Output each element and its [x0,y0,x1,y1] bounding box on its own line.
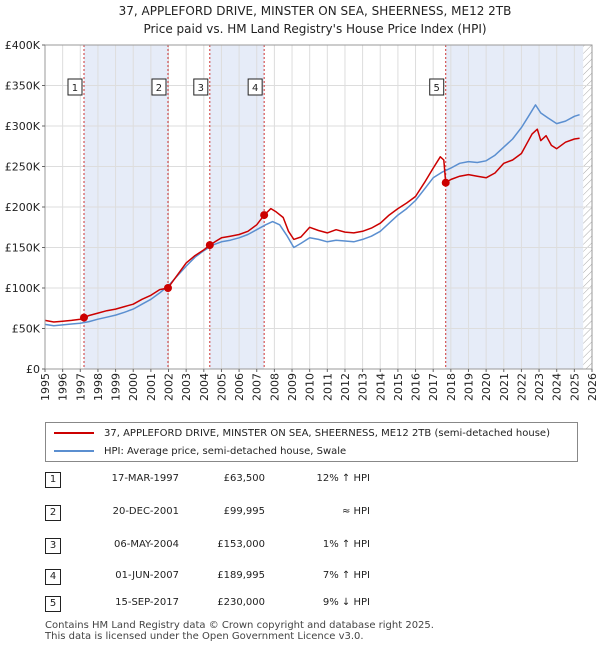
sale-label-number: 2 [156,83,162,94]
x-tick-label: 2016 [410,373,423,401]
legend-item-property: 37, APPLEFORD DRIVE, MINSTER ON SEA, SHE… [54,426,550,442]
x-tick-label: 1996 [57,373,70,401]
transaction-price: £189,995 [217,570,265,581]
transaction-price: £153,000 [217,539,265,550]
footer-line-1: Contains HM Land Registry data © Crown c… [45,620,434,631]
y-tick-label: £400K [5,39,41,52]
sale-label-box [247,78,263,96]
transaction-date: 01-JUN-2007 [115,570,179,581]
x-tick-label: 1998 [92,373,105,401]
transaction-date: 15-SEP-2017 [115,597,179,608]
sale-label-box [151,78,167,96]
x-tick-label: 2003 [180,373,193,401]
chart-title-block: 37, APPLEFORD DRIVE, MINSTER ON SEA, SHE… [0,2,600,38]
y-tick-label: £300K [5,120,41,133]
x-tick-label: 1997 [74,373,87,401]
footer-attribution: Contains HM Land Registry data © Crown c… [45,620,434,642]
sale-marker [79,313,88,322]
table-row: 4 01-JUN-2007 £189,995 7% ↑ HPI [45,569,445,587]
legend-swatch-hpi [54,450,94,452]
transaction-hpi: 12% ↑ HPI [316,473,370,484]
property-price-line [44,128,580,323]
x-tick-label: 2026 [586,373,599,401]
x-tick-label: 1999 [110,373,123,401]
transaction-date: 20-DEC-2001 [112,506,179,517]
x-tick-label: 2008 [268,373,281,401]
sale-label-number: 5 [434,83,440,94]
transaction-number: 1 [45,472,61,488]
transaction-hpi: 7% ↑ HPI [322,570,370,581]
sale-label-box [429,78,445,96]
chart-legend: 37, APPLEFORD DRIVE, MINSTER ON SEA, SHE… [45,422,578,462]
table-row: 3 06-MAY-2004 £153,000 1% ↑ HPI [45,538,445,556]
y-tick-label: £250K [5,161,41,174]
transaction-number: 4 [45,569,61,585]
chart-title: 37, APPLEFORD DRIVE, MINSTER ON SEA, SHE… [118,4,512,18]
transaction-number: 2 [45,505,61,521]
legend-swatch-property [54,432,94,434]
x-tick-label: 2009 [286,373,299,401]
x-tick-label: 2012 [339,373,352,401]
chart-subtitle: Price paid vs. HM Land Registry's House … [143,22,487,36]
transaction-price: £230,000 [217,597,265,608]
x-tick-label: 2005 [215,373,228,401]
sale-marker [205,241,214,250]
y-tick-label: £200K [5,201,41,214]
x-tick-label: 2011 [321,373,334,401]
legend-item-hpi: HPI: Average price, semi-detached house,… [54,444,346,460]
transaction-number: 3 [45,538,61,554]
x-tick-label: 2006 [233,373,246,401]
x-tick-label: 2004 [198,373,211,401]
sale-label-number: 4 [252,83,258,94]
x-tick-label: 2024 [551,373,564,401]
x-tick-label: 2013 [357,373,370,401]
sale-marker [163,284,172,293]
legend-label-hpi: HPI: Average price, semi-detached house,… [104,446,347,457]
x-tick-label: 2014 [374,373,387,401]
y-tick-label: £150K [5,242,41,255]
x-tick-label: 2022 [515,373,528,401]
sale-label-box [193,78,209,96]
x-tick-label: 2001 [145,373,158,401]
transaction-hpi: ≈ HPI [341,506,370,517]
x-tick-label: 2019 [462,373,475,401]
transaction-hpi: 9% ↓ HPI [322,597,370,608]
legend-label-property: 37, APPLEFORD DRIVE, MINSTER ON SEA, SHE… [104,428,550,439]
x-tick-label: 2021 [498,373,511,401]
price-chart: 1 2 3 4 5 £0 £50K £100K £150K £200K £250K £300K £35… [5,39,599,401]
sale-marker [441,178,450,187]
sale-marker [260,211,269,220]
x-tick-label: 2018 [445,373,458,401]
sale-label-number: 3 [198,83,204,94]
y-tick-label: £0 [26,363,40,376]
sale-label-box [67,78,83,96]
footer-line-2: This data is licensed under the Open Gov… [45,631,364,642]
y-tick-label: £50K [12,323,41,336]
x-tick-label: 2017 [427,373,440,401]
x-tick-label: 2002 [163,373,176,401]
x-tick-label: 1995 [39,373,52,401]
table-row: 5 15-SEP-2017 £230,000 9% ↓ HPI [45,596,445,614]
table-row: 1 17-MAR-1997 £63,500 12% ↑ HPI [45,472,445,490]
x-tick-label: 2023 [533,373,546,401]
x-tick-label: 2025 [568,373,581,401]
y-tick-label: £350K [5,80,41,93]
x-tick-label: 2000 [127,373,140,401]
sale-label-number: 1 [72,83,78,94]
transaction-number: 5 [45,596,61,612]
transaction-hpi: 1% ↑ HPI [322,539,370,550]
hpi-line [44,104,580,327]
y-tick-label: £100K [5,282,41,295]
transaction-price: £99,995 [223,506,265,517]
x-tick-label: 2010 [304,373,317,401]
x-tick-label: 2007 [251,373,264,401]
transaction-date: 06-MAY-2004 [113,539,179,550]
x-tick-label: 2015 [392,373,405,401]
transaction-price: £63,500 [223,473,265,484]
transaction-date: 17-MAR-1997 [111,473,179,484]
table-row: 2 20-DEC-2001 £99,995 ≈ HPI [45,505,445,523]
x-tick-label: 2020 [480,373,493,401]
